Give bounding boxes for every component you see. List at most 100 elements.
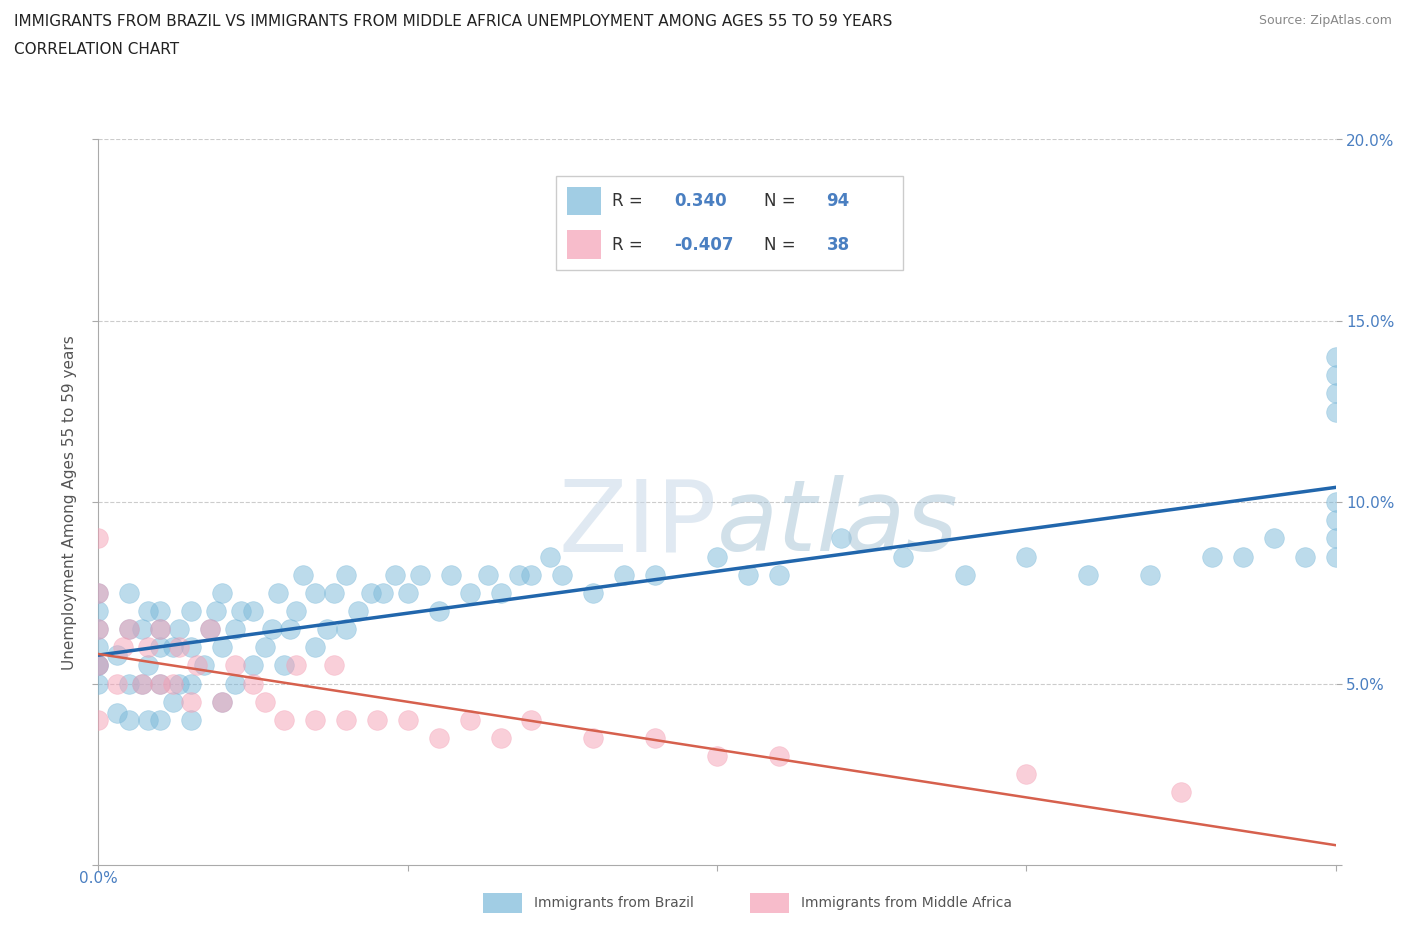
Point	[1324, 367, 1347, 383]
Point	[285, 604, 308, 618]
Point	[118, 622, 141, 637]
Point	[644, 731, 666, 746]
Text: CORRELATION CHART: CORRELATION CHART	[14, 42, 179, 57]
Y-axis label: Unemployment Among Ages 55 to 59 years: Unemployment Among Ages 55 to 59 years	[62, 335, 77, 670]
Point	[198, 622, 221, 637]
Text: 38: 38	[827, 235, 849, 254]
Point	[136, 712, 159, 727]
Point	[508, 567, 530, 582]
Text: -0.407: -0.407	[673, 235, 734, 254]
Point	[371, 586, 394, 601]
Point	[477, 567, 499, 582]
Point	[335, 622, 357, 637]
Point	[254, 640, 277, 655]
Point	[427, 604, 450, 618]
Point	[458, 712, 481, 727]
Bar	[567, 231, 602, 259]
Point	[291, 567, 314, 582]
Point	[224, 676, 246, 691]
Text: 0.340: 0.340	[673, 193, 727, 210]
Point	[1324, 513, 1347, 528]
Point	[1139, 567, 1161, 582]
Point	[1170, 785, 1192, 800]
Point	[768, 749, 790, 764]
Point	[322, 586, 344, 601]
Point	[211, 694, 233, 710]
Point	[582, 586, 605, 601]
Point	[118, 676, 141, 691]
Point	[1324, 386, 1347, 401]
Text: IMMIGRANTS FROM BRAZIL VS IMMIGRANTS FROM MIDDLE AFRICA UNEMPLOYMENT AMONG AGES : IMMIGRANTS FROM BRAZIL VS IMMIGRANTS FRO…	[14, 14, 893, 29]
Text: N =: N =	[763, 193, 796, 210]
Point	[224, 658, 246, 673]
Point	[706, 549, 728, 564]
Point	[242, 658, 264, 673]
Point	[322, 658, 344, 673]
Point	[87, 604, 110, 618]
Point	[87, 622, 110, 637]
Point	[193, 658, 215, 673]
Point	[304, 640, 326, 655]
Point	[180, 604, 202, 618]
Bar	[751, 893, 790, 913]
Point	[180, 712, 202, 727]
Point	[87, 712, 110, 727]
Point	[149, 622, 172, 637]
Point	[384, 567, 406, 582]
Point	[167, 640, 190, 655]
Bar	[567, 187, 602, 216]
Point	[131, 622, 153, 637]
Point	[1232, 549, 1254, 564]
Point	[149, 676, 172, 691]
Point	[613, 567, 636, 582]
Point	[335, 712, 357, 727]
Point	[211, 640, 233, 655]
Point	[538, 549, 561, 564]
Point	[131, 676, 153, 691]
Point	[254, 694, 277, 710]
Point	[149, 676, 172, 691]
Point	[229, 604, 252, 618]
Point	[830, 531, 852, 546]
Point	[87, 640, 110, 655]
Point	[118, 586, 141, 601]
Bar	[484, 893, 523, 913]
Point	[1015, 766, 1038, 781]
Point	[273, 658, 295, 673]
Point	[87, 586, 110, 601]
Point	[520, 712, 543, 727]
Point	[105, 676, 128, 691]
Point	[149, 622, 172, 637]
Point	[87, 622, 110, 637]
Point	[644, 567, 666, 582]
Point	[224, 622, 246, 637]
Point	[1015, 549, 1038, 564]
Point	[458, 586, 481, 601]
Text: Immigrants from Middle Africa: Immigrants from Middle Africa	[801, 896, 1012, 910]
Point	[167, 676, 190, 691]
Text: atlas: atlas	[717, 475, 959, 573]
Text: R =: R =	[612, 193, 643, 210]
Point	[737, 567, 759, 582]
Point	[360, 586, 382, 601]
Point	[285, 658, 308, 673]
Point	[316, 622, 339, 637]
Point	[105, 705, 128, 720]
Point	[186, 658, 208, 673]
Point	[489, 731, 512, 746]
Text: Immigrants from Brazil: Immigrants from Brazil	[534, 896, 695, 910]
Point	[768, 567, 790, 582]
Text: ZIP: ZIP	[558, 475, 717, 573]
Point	[105, 647, 128, 662]
Point	[409, 567, 432, 582]
Point	[87, 531, 110, 546]
Text: 0.0%: 0.0%	[79, 870, 118, 885]
Point	[396, 586, 419, 601]
Point	[1324, 405, 1347, 419]
Point	[211, 694, 233, 710]
Point	[180, 676, 202, 691]
Point	[1077, 567, 1099, 582]
Point	[1324, 350, 1347, 365]
Point	[149, 640, 172, 655]
Point	[87, 658, 110, 673]
